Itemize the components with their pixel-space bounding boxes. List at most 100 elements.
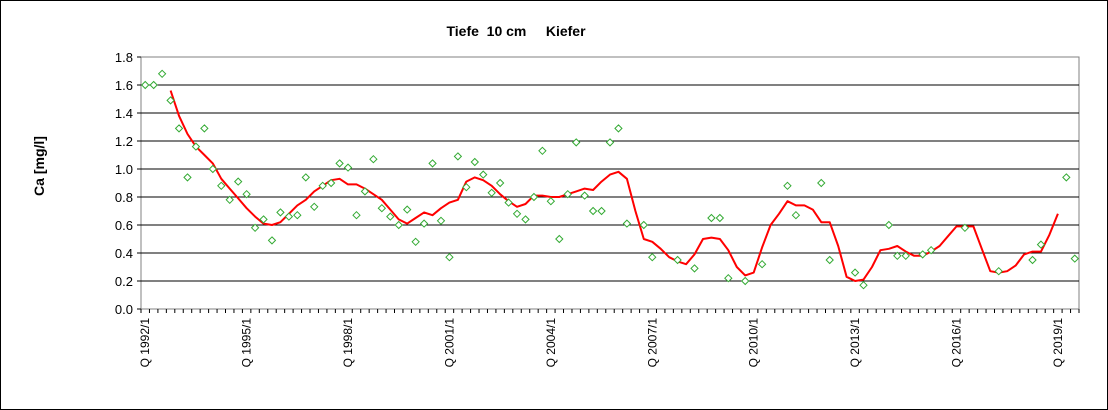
data-point <box>622 219 632 228</box>
data-point <box>512 209 522 219</box>
y-tick-label: 0.2 <box>115 274 133 289</box>
data-point <box>470 157 480 167</box>
data-point <box>318 181 327 191</box>
x-tick-label: Q 2019/1 <box>1051 318 1065 368</box>
y-tick-label: 0.6 <box>115 218 133 233</box>
data-point <box>926 245 936 255</box>
x-tick-label: Q 2016/1 <box>949 318 963 368</box>
data-point <box>673 255 682 265</box>
x-tick-label: Q 1998/1 <box>341 318 355 368</box>
y-tick-label: 0.4 <box>115 246 133 261</box>
series <box>141 69 1079 290</box>
data-point <box>521 215 530 224</box>
data-point <box>242 189 251 199</box>
data-point <box>453 152 463 161</box>
data-point <box>217 181 226 191</box>
data-point <box>293 210 302 220</box>
data-point <box>817 178 826 188</box>
data-point <box>538 146 547 156</box>
data-point <box>250 223 260 233</box>
data-point <box>740 276 750 286</box>
data-point <box>850 268 860 277</box>
data-point <box>174 124 184 133</box>
data-point <box>859 280 868 290</box>
data-point <box>893 251 902 261</box>
data-point <box>918 250 927 259</box>
data-point <box>994 266 1003 276</box>
data-point <box>529 192 539 202</box>
data-point <box>259 215 268 224</box>
data-point <box>445 252 454 262</box>
data-point <box>377 203 387 213</box>
data-point <box>394 220 403 230</box>
data-point <box>284 212 294 221</box>
series-line <box>169 90 1059 282</box>
data-point <box>436 216 446 226</box>
data-point <box>1070 254 1079 263</box>
data-point <box>1036 240 1046 249</box>
data-point <box>479 170 488 179</box>
x-tick-label: Q 2007/1 <box>645 318 659 368</box>
data-point <box>580 191 589 200</box>
data-point <box>563 189 572 199</box>
y-axis-label: Ca [mg/l] <box>31 136 47 196</box>
y-tick-label: 1.8 <box>115 50 133 65</box>
data-point <box>884 220 894 230</box>
y-tick-label: 0.8 <box>115 190 133 205</box>
data-point <box>690 264 699 273</box>
data-point <box>901 251 910 261</box>
data-point <box>1062 173 1071 182</box>
data-point <box>276 208 285 217</box>
data-point <box>352 210 361 220</box>
data-point <box>343 163 353 172</box>
data-point <box>301 173 310 182</box>
data-point <box>166 96 175 105</box>
data-point <box>487 188 496 198</box>
data-point <box>310 202 319 212</box>
y-tick-label: 1.6 <box>115 78 133 93</box>
data-point <box>386 212 395 221</box>
data-point <box>462 182 471 192</box>
data-point <box>157 69 167 79</box>
data-point <box>233 177 243 186</box>
data-point <box>335 159 344 168</box>
data-point <box>495 178 505 188</box>
data-point <box>200 124 209 133</box>
data-point <box>360 187 370 196</box>
data-point <box>648 252 657 262</box>
data-point <box>183 173 192 182</box>
y-axis-ticks: 0.0 0.2 0.4 0.6 0.8 1.0 1.2 1.4 1.6 1.8 <box>115 50 141 317</box>
data-point <box>208 164 218 174</box>
x-tick-label: Q 2004/1 <box>544 318 558 368</box>
x-tick-label: Q 1992/1 <box>138 318 152 368</box>
data-point <box>504 198 513 207</box>
data-point <box>639 220 649 230</box>
y-tick-label: 1.4 <box>115 106 133 121</box>
data-point <box>267 236 277 245</box>
data-point <box>428 159 437 168</box>
data-point <box>546 196 556 206</box>
data-point <box>369 154 378 164</box>
y-tick-label: 1.0 <box>115 162 133 177</box>
data-point <box>411 237 420 247</box>
y-tick-label: 1.2 <box>115 134 133 149</box>
x-tick-label: Q 1995/1 <box>240 318 254 368</box>
x-axis-ticks: Q 1992/1 Q 1995/1 Q 1998/1 Q 2001/1 Q 2004/1… <box>138 309 1080 368</box>
data-point <box>605 138 615 147</box>
data-point <box>1028 255 1037 265</box>
data-point <box>149 80 158 90</box>
data-point <box>555 234 564 244</box>
data-point <box>724 273 733 283</box>
data-point <box>791 210 801 220</box>
data-point <box>614 124 623 133</box>
data-point <box>597 206 606 216</box>
data-point <box>326 178 336 188</box>
x-tick-label: Q 2001/1 <box>442 318 456 368</box>
x-tick-label: Q 2010/1 <box>747 318 761 368</box>
chart-title: Tiefe 10 cm Kiefer <box>446 23 586 39</box>
data-point <box>419 219 429 228</box>
data-point <box>757 259 767 269</box>
data-point <box>783 181 792 191</box>
data-point <box>715 213 725 223</box>
data-point <box>571 138 581 147</box>
